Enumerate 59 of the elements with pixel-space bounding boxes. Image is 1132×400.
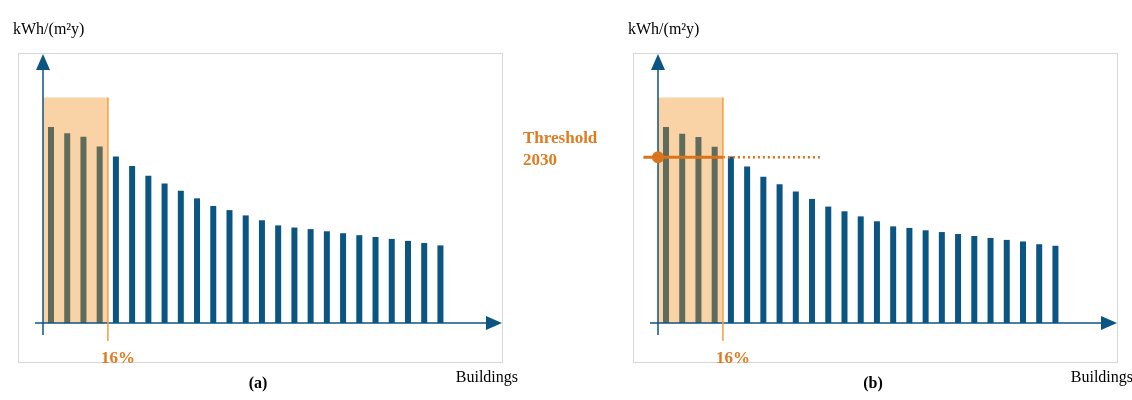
bar (744, 166, 751, 323)
bar (226, 210, 233, 323)
bar (80, 136, 87, 323)
bar (695, 137, 702, 323)
bar (711, 146, 718, 323)
bar (906, 227, 913, 323)
text: (b) (863, 374, 883, 391)
bar (825, 206, 832, 323)
bar (922, 230, 929, 323)
bar (679, 133, 686, 323)
x-axis-title: Buildings (1070, 368, 1132, 385)
bar (340, 233, 347, 323)
bar (776, 184, 783, 323)
bar (194, 198, 201, 323)
bar (809, 198, 816, 323)
x-axis-title: Buildings (455, 368, 518, 385)
bar (48, 127, 54, 323)
bar (372, 236, 379, 323)
text: 16% (100, 348, 135, 367)
bar (421, 243, 428, 323)
bar (663, 127, 669, 323)
bar (404, 240, 411, 323)
bar (955, 234, 962, 323)
bar (1019, 241, 1026, 323)
bar (760, 176, 767, 323)
bar (177, 190, 184, 323)
bar (307, 229, 314, 323)
bar (356, 235, 363, 323)
bar (890, 226, 897, 323)
bar (841, 211, 848, 323)
bar (161, 183, 168, 323)
bar (987, 237, 994, 323)
bar (873, 221, 880, 323)
bar (129, 166, 136, 323)
bar (258, 220, 265, 323)
bar (64, 133, 71, 323)
bar (275, 225, 282, 323)
bar (291, 227, 298, 323)
bar (857, 216, 864, 323)
bar (938, 232, 945, 323)
bar (323, 231, 330, 323)
bar (792, 191, 799, 323)
bar (96, 146, 103, 323)
bar (437, 245, 444, 323)
ref-line-label: Threshold 2030 (523, 128, 598, 170)
y-axis-title: kWh/(m²y) (628, 20, 700, 37)
bar (242, 215, 249, 323)
bar (1036, 244, 1043, 323)
bar (971, 235, 978, 323)
bar (210, 205, 217, 323)
bar (1003, 239, 1010, 323)
text: (a) (248, 374, 268, 391)
bar (112, 156, 119, 323)
bar (388, 238, 395, 323)
y-axis-title: kWh/(m²y) (13, 20, 85, 37)
bar (727, 156, 734, 323)
bar (145, 175, 152, 323)
bar (1052, 245, 1059, 323)
text: 16% (715, 348, 750, 367)
